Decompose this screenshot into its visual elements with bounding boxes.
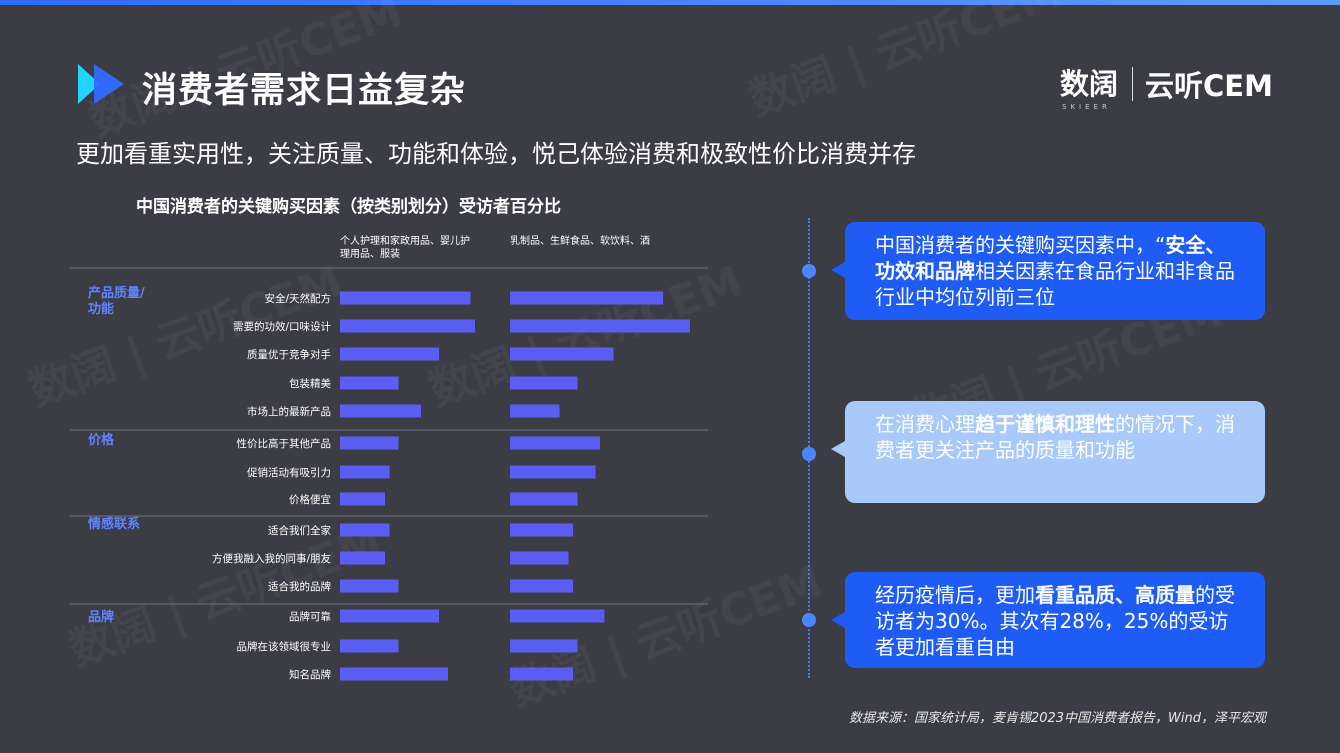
timeline-dot <box>802 613 816 627</box>
category-label: 适合我的品牌 <box>268 580 331 593</box>
category-label: 质量优于竞争对手 <box>247 348 331 361</box>
logo-shukuo: 数阔 <box>1060 67 1119 101</box>
logo-divider <box>1132 67 1134 101</box>
callout-card-2: 在消费心理趋于谨慎和理性的情况下，消费者更关注产品的质量和功能 <box>831 401 1265 503</box>
top-accent-bar <box>0 0 1340 5</box>
play-arrows-icon <box>78 64 124 104</box>
category-label: 品牌可靠 <box>289 610 331 623</box>
bar <box>510 436 600 450</box>
bar <box>510 609 605 623</box>
category-label: 性价比高于其他产品 <box>237 437 332 450</box>
bar <box>340 319 475 333</box>
category-label: 市场上的最新产品 <box>247 405 331 418</box>
callout-card-3: 经历疫情后，更加看重品质、高质量的受访者为30%。其次有28%，25%的受访者更… <box>831 572 1265 668</box>
bar <box>340 347 439 361</box>
bar <box>510 667 573 681</box>
bar <box>340 639 399 653</box>
bar <box>510 551 569 565</box>
bar <box>510 492 578 506</box>
bar <box>340 492 385 506</box>
bar <box>340 609 439 623</box>
category-label: 价格便宜 <box>289 493 331 506</box>
bar <box>340 436 399 450</box>
category-label: 品牌在该领域很专业 <box>237 640 332 653</box>
bar <box>510 347 614 361</box>
chart-title: 中国消费者的关键购买因素（按类别划分）受访者百分比 <box>136 197 561 217</box>
series-label-nonfood: 个人护理和家政用品、婴儿护理用品、服装 <box>340 236 470 260</box>
bar <box>340 551 385 565</box>
bar <box>510 523 573 537</box>
bar <box>510 376 578 390</box>
group-label: 情感联系 <box>88 516 140 532</box>
timeline-dot <box>802 447 816 461</box>
bar <box>510 639 578 653</box>
bar-chart: 产品质量/功能 安全/天然配方需要的功效/口味设计质量优于竞争对手包装精美市场上的… <box>70 267 708 681</box>
bar <box>340 579 399 593</box>
bar <box>340 291 471 305</box>
brand-logo: 数阔 SKIEER 云听CEM <box>1060 62 1273 111</box>
logo-sub: SKIEER <box>1062 103 1111 111</box>
group-label: 产品质量/功能 <box>88 285 145 317</box>
data-source: 数据来源：国家统计局，麦肯锡2023中国消费者报告，Wind，泽平宏观 <box>848 711 1266 726</box>
logo-brand: 云听CEM <box>1145 69 1273 103</box>
bar <box>510 465 596 479</box>
category-label: 适合我们全家 <box>268 524 331 537</box>
watermark: 数阔 | 云听CEM <box>739 0 1070 128</box>
category-label: 安全/天然配方 <box>264 292 331 305</box>
bar <box>340 667 448 681</box>
category-label: 促销活动有吸引力 <box>247 466 331 479</box>
bar <box>510 291 663 305</box>
callout-card-1: 中国消费者的关键购买因素中，“安全、功效和品牌相关因素在食品行业和非食品行业中均… <box>831 222 1265 320</box>
category-label: 包装精美 <box>289 377 331 390</box>
category-label: 知名品牌 <box>289 668 331 681</box>
group-label: 品牌 <box>88 609 114 625</box>
bar <box>510 404 560 418</box>
bar <box>340 376 399 390</box>
page-title: 消费者需求日益复杂 <box>142 71 467 111</box>
category-label: 需要的功效/口味设计 <box>233 320 332 333</box>
bar <box>340 404 421 418</box>
bar <box>510 319 690 333</box>
group-label: 价格 <box>88 432 115 448</box>
page-subtitle: 更加看重实用性，关注质量、功能和体验，悦己体验消费和极致性价比消费并存 <box>76 140 916 168</box>
series-label-food: 乳制品、生鲜食品、软饮料、酒 <box>510 236 650 247</box>
category-label: 方便我融入我的同事/朋友 <box>212 552 332 565</box>
bar <box>340 465 390 479</box>
timeline-dot <box>802 264 816 278</box>
bar <box>510 579 573 593</box>
bar <box>340 523 390 537</box>
